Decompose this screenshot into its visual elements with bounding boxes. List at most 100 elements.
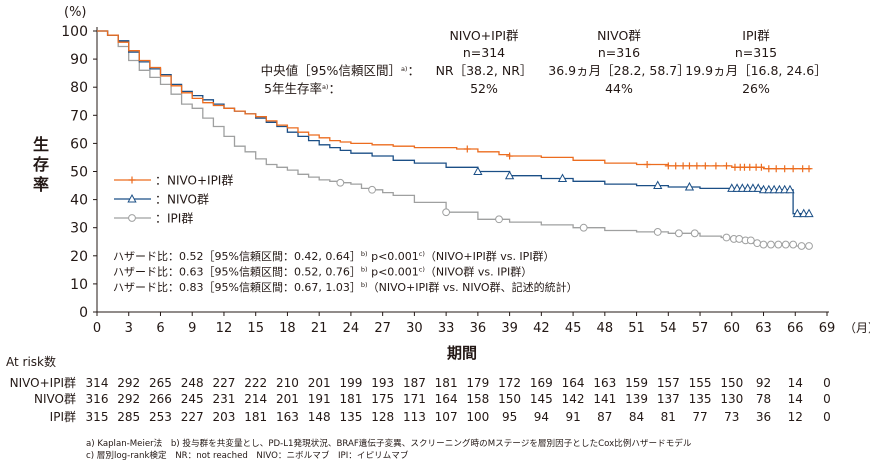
censor-mark-nivo-ipi	[781, 165, 789, 173]
x-tick-label: 63	[755, 321, 772, 336]
at-risk-cell: 91	[565, 410, 580, 424]
superscript: c)	[419, 266, 425, 274]
x-tick-label: 0	[93, 321, 101, 336]
series-line-nivo-ipi	[97, 30, 812, 170]
at-risk-cell: 100	[466, 410, 489, 424]
censor-mark-nivo-ipi	[679, 162, 687, 170]
censor-mark-nivo-ipi	[805, 165, 813, 173]
censor-mark-nivo	[653, 180, 663, 190]
censor-mark-nivo-ipi	[506, 152, 514, 160]
at-risk-cell: 248	[181, 376, 204, 390]
y-tick-label: 10	[70, 277, 88, 293]
at-risk-cell: 135	[339, 410, 362, 424]
y-tick-label: 50	[70, 165, 88, 181]
footnote: a) Kaplan-Meier法 b) 投与群を共変量とし、PD-L1発現状況、…	[86, 437, 692, 449]
at-risk-cell: 84	[629, 410, 644, 424]
legend-colon: ：	[155, 193, 167, 207]
y-tick-label: 30	[70, 221, 88, 237]
x-tick-label: 36	[470, 321, 487, 336]
legend-marker-ipi	[128, 214, 136, 222]
y-tick-label: 20	[70, 249, 88, 265]
median-value: NR［38.2, NR］	[436, 63, 533, 78]
legend-colon: ：	[155, 212, 167, 226]
y-tick-label: 40	[70, 193, 88, 209]
y-axis-title-char: 率	[33, 175, 49, 194]
at-risk-cell: 78	[756, 392, 771, 406]
censor-mark-nivo	[753, 183, 763, 192]
at-risk-cell: 187	[403, 376, 426, 390]
legend: ：NIVO+IPI群：NIVO群：IPI群	[114, 174, 233, 226]
summary-header-line: NIVO+IPI群	[449, 28, 519, 43]
legend-series-name: NIVO+IPI群	[167, 174, 233, 188]
censor-mark-nivo-ipi	[799, 165, 807, 173]
hazard-ratio-text: ハザード比：0.83［95%信頼区間：0.67, 1.03］	[113, 281, 361, 294]
at-risk-cell: 77	[692, 410, 707, 424]
median-label-colon: ：	[407, 63, 420, 78]
at-risk-cell: 164	[435, 392, 458, 406]
superscript: a)	[322, 83, 329, 91]
censor-mark-nivo-ipi	[722, 162, 730, 170]
at-risk-cell: 139	[625, 392, 648, 406]
censor-mark-ipi	[690, 229, 699, 238]
at-risk-cell: 0	[823, 376, 831, 390]
y-axis-title-char: 存	[33, 155, 49, 174]
y-tick-label: 60	[70, 136, 88, 152]
summary-header-line: n=315	[735, 45, 777, 60]
x-tick-label: 45	[565, 321, 582, 336]
at-risk-cell: 155	[689, 376, 712, 390]
rate-value: 26%	[742, 81, 770, 96]
censor-mark-ipi	[774, 240, 783, 249]
y-tick-label: 0	[79, 305, 88, 321]
hazard-comparison: （NIVO+IPI群 vs. IPI群）	[425, 249, 555, 263]
censor-mark-nivo	[785, 184, 795, 194]
censor-mark-ipi	[653, 228, 662, 236]
at-risk-row: NIVO群 316 292 266 245 231 214 201 191 181 175 171 16…	[34, 392, 831, 406]
x-tick-label: 54	[660, 321, 677, 336]
at-risk-cell: 163	[593, 376, 616, 390]
censor-mark-ipi	[746, 236, 755, 245]
at-risk-cell: 107	[435, 410, 458, 424]
hazard-ratio-text: ハザード比：0.52［95%信頼区間：0.42, 0.64］	[113, 250, 361, 263]
superscript: a)	[401, 65, 408, 73]
superscript: b)	[361, 281, 368, 289]
at-risk-cell: 172	[498, 376, 521, 390]
x-tick-label: 3	[125, 321, 133, 336]
at-risk-cell: 210	[276, 376, 299, 390]
x-tick-label: 12	[216, 321, 233, 336]
at-risk-cell: 157	[657, 376, 680, 390]
censor-mark-ipi	[495, 215, 503, 224]
at-risk-cell: 150	[498, 392, 521, 406]
at-risk-cell: 227	[181, 410, 204, 424]
series-line-ipi	[97, 30, 812, 247]
hazard-ratio-block: ハザード比：0.52［95%信頼区間：0.42, 0.64］b) p<0.001…	[113, 249, 578, 294]
legend-series-name: NIVO群	[167, 193, 209, 207]
rate-label: 5年生存率a)：	[264, 81, 341, 96]
at-risk-title: At risk数	[6, 354, 56, 369]
at-risk-cell: 113	[403, 410, 426, 424]
censor-mark-nivo-ipi	[746, 163, 754, 171]
hazard-comparison: （NIVO群 vs. IPI群）	[425, 265, 532, 279]
x-unit-label: （月）	[844, 321, 870, 335]
at-risk-cell: 145	[530, 392, 553, 406]
at-risk-cell: 159	[625, 376, 648, 390]
p-value: p<0.001	[368, 250, 419, 263]
x-axis-title: 期間	[447, 344, 477, 362]
legend-label-ipi: ：IPI群	[155, 212, 193, 226]
at-risk-row-label: NIVO+IPI群	[10, 376, 76, 390]
x-tick-label: 21	[311, 321, 328, 336]
x-tick-label: 9	[188, 321, 196, 336]
censor-mark-nivo	[473, 166, 483, 175]
y-tick-label: 100	[61, 24, 88, 40]
median-value: 19.9ヵ月［16.8, 24.6］	[685, 63, 826, 78]
censor-mark-nivo-ipi	[672, 162, 680, 170]
at-risk-cell: 73	[724, 410, 739, 424]
at-risk-cell: 142	[562, 392, 585, 406]
legend-marker-nivo-ipi	[128, 176, 136, 184]
at-risk-cell: 171	[403, 392, 426, 406]
p-value: p<0.001	[368, 266, 419, 279]
censor-mark-ipi	[767, 240, 775, 249]
censor-mark-ipi	[579, 223, 588, 232]
superscript: b)	[361, 266, 368, 274]
